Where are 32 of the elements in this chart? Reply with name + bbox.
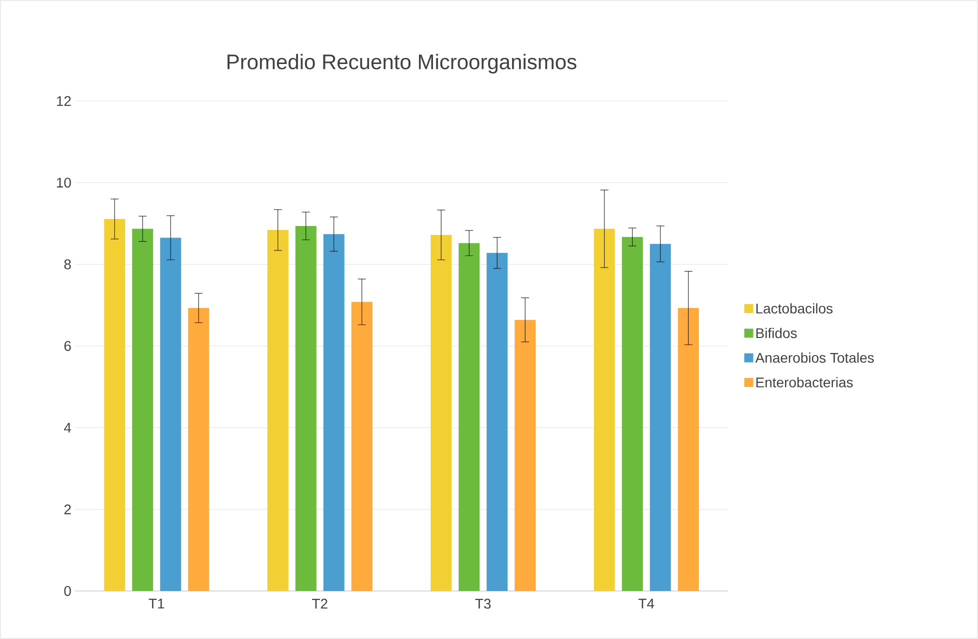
- bar: [514, 320, 536, 591]
- x-tick-label: T3: [475, 598, 491, 609]
- y-tick-label: 12: [56, 96, 71, 106]
- legend-label: Anaerobios Totales: [755, 352, 874, 363]
- y-tick-label: 4: [64, 422, 72, 432]
- bar: [132, 228, 154, 591]
- x-tick-label: T4: [638, 598, 654, 608]
- legend-label: Enterobacterias: [756, 377, 853, 388]
- bar: [295, 226, 316, 591]
- bar: [104, 219, 126, 591]
- y-tick-label: 2: [64, 504, 71, 514]
- chart-title: Promedio Recuento Microorganismos: [228, 54, 576, 74]
- y-tick-label: 10: [56, 178, 71, 188]
- bar: [678, 308, 699, 591]
- bar: [594, 228, 615, 591]
- x-tick-label: T1: [148, 598, 164, 608]
- bar: [430, 234, 452, 591]
- bar: [188, 308, 210, 591]
- bar: [351, 302, 372, 591]
- x-tick-label: T2: [312, 598, 328, 609]
- bar: [458, 243, 480, 591]
- y-tick-label: 6: [64, 341, 71, 351]
- legend-label: Lactobacilos: [756, 303, 833, 314]
- bar: [486, 252, 508, 591]
- y-tick-label: 8: [64, 259, 71, 270]
- bar: [160, 238, 182, 591]
- y-tick-label: 0: [64, 586, 71, 596]
- bar: [650, 244, 671, 591]
- bar: [622, 236, 643, 591]
- bar: [323, 234, 344, 591]
- legend-label: Bifidos: [756, 328, 797, 338]
- bar: [267, 230, 288, 591]
